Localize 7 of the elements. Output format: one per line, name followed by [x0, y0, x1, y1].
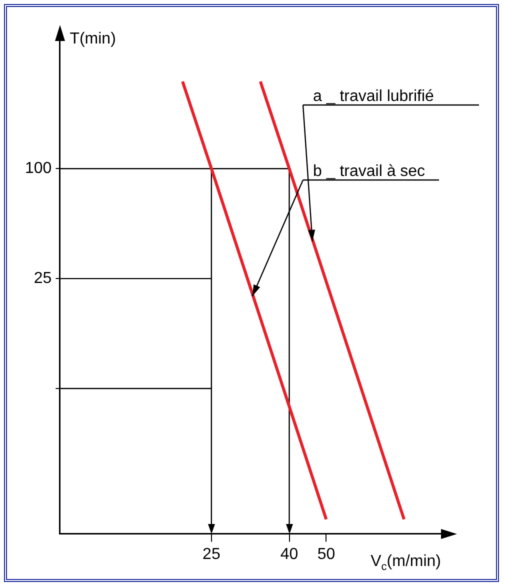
x-tick-label: 40 — [280, 546, 298, 563]
annotation: b _ travail à sec — [313, 163, 426, 180]
annotation: a _ travail lubrifié — [313, 88, 434, 105]
y-tick-label: 100 — [24, 160, 52, 178]
x-tick-label: 25 — [202, 546, 220, 563]
y-axis-title: T(min) — [70, 30, 116, 48]
x-tick-label: 50 — [317, 546, 336, 563]
